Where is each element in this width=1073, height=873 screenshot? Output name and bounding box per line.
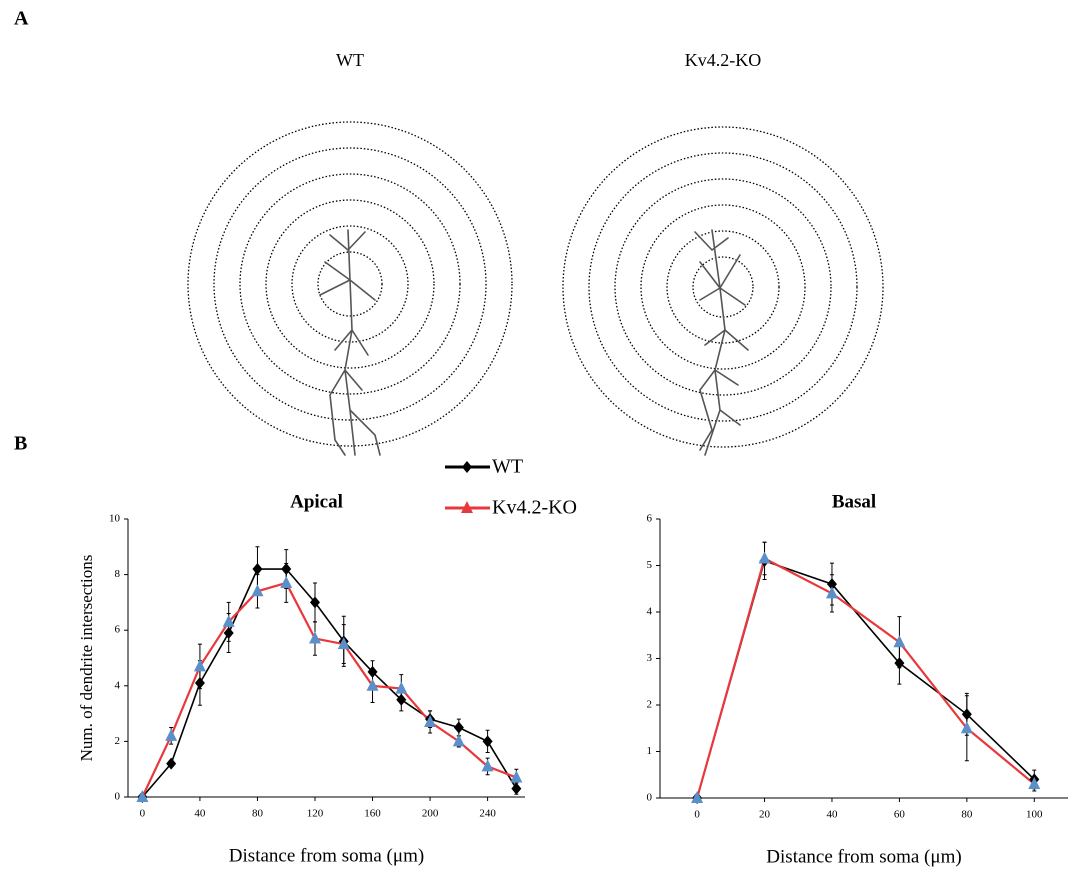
y-tick-label: 4 bbox=[115, 679, 121, 691]
marker bbox=[166, 757, 177, 770]
y-tick-label: 2 bbox=[115, 735, 121, 747]
marker bbox=[758, 551, 771, 564]
marker bbox=[1028, 777, 1041, 790]
x-tick-label: 0 bbox=[694, 809, 700, 821]
marker bbox=[366, 678, 379, 691]
chart-title: Apical bbox=[290, 491, 343, 512]
legend-label: WT bbox=[492, 456, 523, 478]
x-tick-label: 240 bbox=[479, 808, 496, 820]
marker bbox=[165, 728, 178, 741]
marker bbox=[222, 614, 235, 627]
y-tick-label: 6 bbox=[647, 513, 653, 525]
x-tick-label: 200 bbox=[422, 808, 439, 820]
marker bbox=[510, 770, 523, 783]
x-tick-label: 40 bbox=[194, 808, 206, 820]
x-axis-label: Distance from soma (μm) bbox=[229, 845, 424, 866]
x-tick-label: 80 bbox=[252, 808, 264, 820]
wt-neuron-image bbox=[187, 121, 513, 456]
x-tick-label: 0 bbox=[140, 808, 146, 820]
y-tick-label: 2 bbox=[647, 699, 653, 711]
marker bbox=[481, 759, 494, 772]
marker bbox=[461, 501, 473, 513]
x-tick-label: 20 bbox=[759, 809, 771, 821]
series-line bbox=[696, 556, 1035, 799]
marker bbox=[252, 563, 263, 576]
y-tick-label: 8 bbox=[115, 568, 121, 580]
y-tick-label: 6 bbox=[115, 624, 121, 636]
marker bbox=[251, 584, 264, 597]
y-tick-label: 4 bbox=[647, 606, 653, 618]
y-tick-label: 3 bbox=[647, 652, 653, 664]
x-tick-label: 40 bbox=[826, 809, 838, 821]
y-tick-label: 10 bbox=[109, 513, 121, 525]
image-label: Kv4.2-KO bbox=[685, 50, 762, 70]
marker bbox=[193, 659, 206, 672]
series-line bbox=[141, 568, 518, 798]
marker bbox=[395, 681, 408, 694]
marker bbox=[452, 734, 465, 747]
marker bbox=[453, 721, 464, 734]
series-line bbox=[141, 581, 517, 798]
panel-label: A bbox=[14, 8, 29, 30]
marker bbox=[309, 596, 320, 609]
marker bbox=[424, 714, 437, 727]
x-axis-label: Distance from soma (μm) bbox=[766, 846, 961, 867]
y-axis-label: Num. of dendrite intersections bbox=[77, 555, 96, 762]
y-tick-label: 0 bbox=[647, 792, 653, 804]
ko-neuron-image bbox=[562, 126, 884, 456]
x-tick-label: 160 bbox=[364, 808, 381, 820]
panel-label: B bbox=[14, 433, 27, 455]
y-tick-label: 0 bbox=[115, 791, 121, 803]
x-tick-label: 100 bbox=[1026, 809, 1043, 821]
marker bbox=[691, 791, 704, 803]
y-tick-label: 5 bbox=[647, 559, 653, 571]
marker bbox=[136, 790, 149, 802]
chart-title: Basal bbox=[832, 491, 876, 512]
marker bbox=[511, 782, 522, 795]
y-tick-label: 1 bbox=[647, 745, 653, 757]
marker bbox=[280, 575, 293, 588]
series-line bbox=[696, 559, 1035, 799]
legend-label: Kv4.2-KO bbox=[492, 497, 577, 519]
x-tick-label: 60 bbox=[894, 809, 906, 821]
marker bbox=[960, 721, 973, 734]
marker bbox=[482, 735, 493, 748]
marker bbox=[337, 637, 350, 650]
x-tick-label: 80 bbox=[961, 809, 973, 821]
marker bbox=[825, 586, 838, 599]
marker bbox=[308, 631, 321, 644]
x-tick-label: 120 bbox=[307, 808, 324, 820]
image-label: WT bbox=[336, 50, 364, 70]
marker bbox=[893, 635, 906, 648]
marker bbox=[462, 461, 472, 473]
